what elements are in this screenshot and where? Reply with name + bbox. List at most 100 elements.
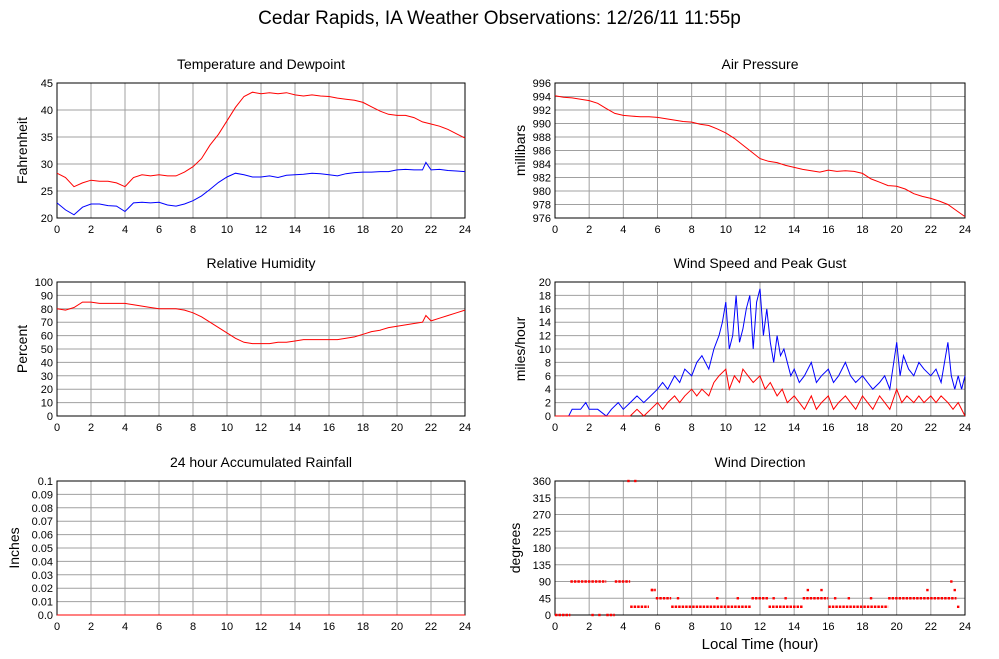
direction-point [627,479,630,483]
y-tick-label: 996 [533,78,551,90]
x-tick-label: 0 [552,621,558,633]
y-tick-label: 0.01 [32,597,53,609]
x-tick-label: 4 [620,224,626,236]
x-tick-label: 18 [856,621,868,633]
direction-point [772,597,775,600]
y-tick-label: 0 [545,411,551,423]
y-tick-label: 980 [533,186,551,198]
y-tick-label: 0.08 [32,503,53,515]
x-tick-label: 14 [788,224,800,236]
x-tick-label: 0 [552,422,558,434]
y-tick-label: 10 [41,398,53,410]
plot-frame [554,480,966,616]
y-tick-label: 0.1 [38,476,53,488]
x-tick-label: 12 [255,422,267,434]
y-tick-label: 45 [539,593,551,605]
x-tick-label: 2 [586,621,592,633]
y-tick-label: 0.05 [32,543,53,555]
direction-point [651,588,654,592]
x-tick-label: 10 [221,621,233,633]
x-tick-label: 12 [255,621,267,633]
y-tick-label: 20 [41,384,53,396]
y-tick-label: 90 [539,577,551,589]
y-tick-label: 2 [545,398,551,410]
chart-title: Wind Direction [714,454,805,470]
y-tick-label: 25 [41,186,53,198]
y-tick-label: 986 [533,146,551,158]
x-tick-label: 22 [425,621,437,633]
y-tick-label: 12 [539,331,551,343]
x-tick-label: 10 [221,422,233,434]
series-line-0 [56,301,466,345]
y-tick-label: 0.03 [32,570,53,582]
x-tick-label: 14 [289,422,301,434]
series-line-0 [555,288,966,417]
y-tick-label: 50 [41,344,53,356]
x-tick-label: 24 [459,621,471,633]
x-tick-label: 24 [459,422,471,434]
x-tick-label: 16 [822,422,834,434]
x-tick-label: 20 [891,224,903,236]
x-tick-label: 22 [425,224,437,236]
x-tick-label: 10 [221,224,233,236]
x-tick-label: 12 [255,224,267,236]
y-tick-label: 982 [533,173,551,185]
x-tick-label: 24 [959,621,971,633]
plot-frame [554,281,966,417]
y-tick-label: 40 [41,357,53,369]
x-tick-label: 2 [586,422,592,434]
y-tick-label: 70 [41,317,53,329]
y-axis-label: Percent [14,325,30,373]
y-tick-label: 0 [47,411,53,423]
direction-point [926,588,929,592]
x-tick-label: 16 [822,621,834,633]
x-tick-label: 22 [425,422,437,434]
x-tick-label: 14 [289,224,301,236]
x-tick-label: 2 [88,621,94,633]
x-tick-label: 20 [891,621,903,633]
x-tick-label: 12 [754,621,766,633]
x-tick-label: 8 [190,621,196,633]
chart-title: Air Pressure [721,56,798,72]
x-tick-label: 18 [357,621,369,633]
x-tick-label: 14 [788,422,800,434]
plot-frame [56,281,466,417]
direction-point [716,597,719,600]
direction-point [784,597,787,600]
x-tick-label: 20 [391,621,403,633]
y-tick-label: 984 [533,159,551,171]
chart-title: 24 hour Accumulated Rainfall [170,454,352,470]
y-tick-label: 0.09 [32,489,53,501]
x-tick-label: 6 [654,621,660,633]
x-tick-label: 24 [959,422,971,434]
y-axis-label: degrees [507,523,523,574]
y-tick-label: 0.04 [32,556,53,568]
x-tick-label: 4 [122,422,128,434]
x-tick-label: 10 [720,621,732,633]
x-tick-label: 14 [289,621,301,633]
x-tick-label: 2 [586,224,592,236]
y-tick-label: 180 [533,543,551,555]
direction-point [956,605,960,609]
x-tick-label: 0 [54,621,60,633]
y-tick-label: 994 [533,92,551,104]
direction-point [806,588,810,592]
x-tick-label: 8 [689,224,695,236]
x-tick-label: 14 [788,621,800,633]
y-axis-label: Inches [6,527,22,568]
x-tick-label: 18 [357,224,369,236]
x-tick-label: 8 [190,422,196,434]
chart-title: Temperature and Dewpoint [177,56,345,72]
y-tick-label: 135 [533,560,551,572]
x-tick-label: 22 [925,224,937,236]
direction-point [736,597,739,600]
x-tick-label: 16 [323,224,335,236]
y-tick-label: 4 [545,384,551,396]
y-tick-label: 6 [545,371,551,383]
y-tick-label: 80 [41,304,53,316]
x-tick-label: 8 [689,621,695,633]
x-tick-label: 18 [856,422,868,434]
y-tick-label: 60 [41,331,53,343]
y-tick-label: 16 [539,304,551,316]
y-axis-label: millibars [512,125,528,176]
